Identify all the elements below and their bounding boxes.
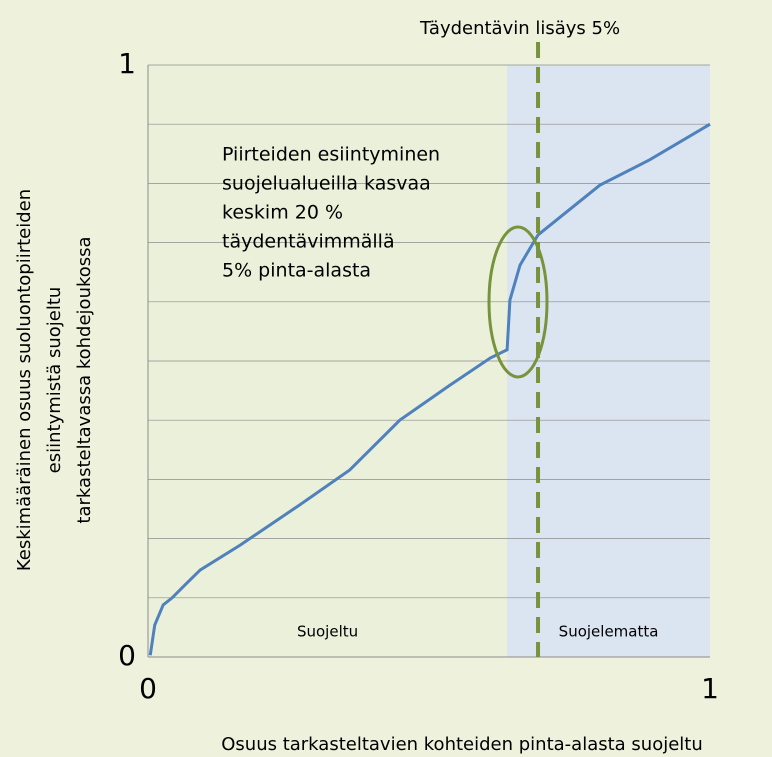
reference-label: Täydentävin lisäys 5% — [419, 18, 620, 39]
annotation: keskim 20 % — [222, 202, 343, 224]
y-tick-label: 1 — [118, 47, 136, 80]
annotation: suojelualueilla kasvaa — [222, 173, 431, 195]
region-label: Suojelematta — [559, 623, 659, 641]
x-tick-label: 1 — [701, 672, 719, 705]
y-axis-label-line: tarkasteltavassa kohdejoukossa — [74, 236, 95, 523]
x-tick-label: 0 — [139, 672, 157, 705]
highlight-ellipse — [487, 225, 549, 379]
y-axis-label-line: Keskimääräinen osuus suoluontopiirteiden — [14, 189, 35, 571]
x-axis-label: Osuus tarkasteltavien kohteiden pinta-al… — [221, 734, 703, 755]
annotation: täydentävimmällä — [222, 231, 395, 253]
y-tick-label: 0 — [118, 639, 136, 672]
region-label: Suojeltu — [297, 623, 358, 641]
y-axis-label: Keskimääräinen osuus suoluontopiirteiden… — [14, 189, 95, 571]
annotation: 5% pinta-alasta — [222, 260, 371, 282]
data-line — [148, 122, 711, 656]
annotation: Piirteiden esiintyminen — [222, 144, 440, 166]
y-axis-label-line: esiintymistä suojeltu — [44, 287, 65, 474]
